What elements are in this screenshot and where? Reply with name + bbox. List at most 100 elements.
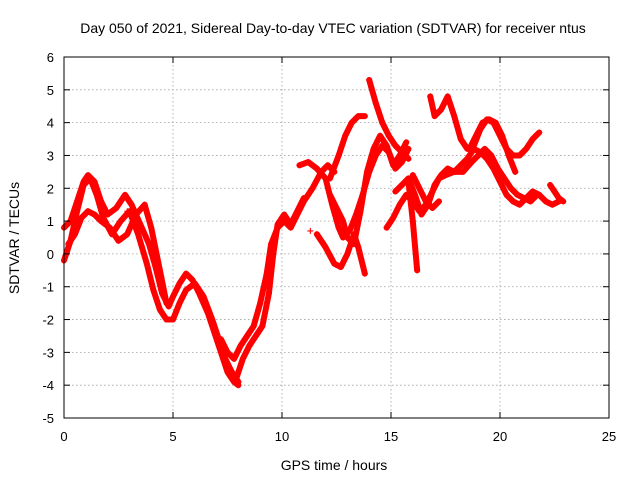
- data-point: [523, 195, 530, 202]
- series-arc-9: [326, 113, 368, 182]
- data-point: [361, 113, 368, 120]
- data-point: [335, 224, 342, 231]
- series-arc-10: [366, 76, 412, 162]
- data-point: [150, 287, 157, 294]
- data-point: [344, 250, 351, 257]
- series-arc-17: [547, 181, 567, 205]
- data-point: [335, 152, 342, 159]
- data-point: [385, 132, 392, 139]
- data-point: [549, 201, 556, 208]
- y-tick-label: 3: [47, 148, 54, 163]
- data-point: [529, 188, 536, 195]
- data-point: [74, 208, 81, 215]
- y-tick-label: -4: [42, 378, 54, 393]
- x-axis-label: GPS time / hours: [281, 457, 388, 473]
- series-arc-3: [65, 201, 170, 307]
- data-point: [324, 162, 331, 169]
- data-point: [492, 119, 499, 126]
- data-point: [91, 211, 98, 218]
- data-point: [344, 234, 351, 241]
- data-point: [237, 342, 244, 349]
- series-arc-2: [61, 175, 242, 385]
- data-series: [61, 76, 567, 389]
- data-point: [222, 355, 229, 362]
- data-point: [366, 76, 373, 83]
- data-point: [383, 224, 390, 231]
- data-point: [132, 211, 139, 218]
- series-arc-8: [313, 231, 368, 277]
- data-point: [357, 208, 364, 215]
- data-point: [435, 198, 442, 205]
- data-point: [398, 159, 405, 166]
- series-line: [326, 113, 368, 182]
- data-point: [527, 198, 534, 205]
- series-line: [313, 231, 368, 277]
- data-point: [536, 129, 543, 136]
- data-point: [348, 119, 355, 126]
- data-point: [355, 113, 362, 120]
- data-point: [115, 237, 122, 244]
- data-point: [536, 191, 543, 198]
- series-arc-15: [409, 172, 442, 211]
- data-point: [141, 201, 148, 208]
- data-point: [523, 145, 530, 152]
- data-point: [183, 287, 190, 294]
- data-point: [431, 181, 438, 188]
- data-point: [488, 152, 495, 159]
- y-tick-label: 2: [47, 181, 54, 196]
- data-point: [505, 152, 512, 159]
- series-line: [547, 181, 567, 205]
- data-point: [326, 191, 333, 198]
- data-point: [333, 204, 340, 211]
- data-point: [274, 224, 281, 231]
- data-point: [191, 280, 198, 287]
- data-point: [459, 168, 466, 175]
- data-point: [143, 260, 150, 267]
- series-arc-5: [217, 162, 338, 362]
- data-point: [148, 224, 155, 231]
- data-point: [287, 224, 294, 231]
- data-point: [300, 198, 307, 205]
- data-point: [124, 231, 131, 238]
- y-tick-label: 4: [47, 116, 54, 131]
- data-point: [246, 342, 253, 349]
- data-point: [516, 201, 523, 208]
- data-point: [244, 332, 251, 339]
- data-point: [510, 198, 517, 205]
- data-point: [117, 218, 124, 225]
- data-point: [405, 178, 412, 185]
- data-point: [239, 355, 246, 362]
- x-tick-label: 25: [602, 429, 616, 444]
- data-point: [390, 162, 397, 169]
- y-tick-label: -1: [42, 280, 54, 295]
- data-point: [464, 155, 471, 162]
- data-point: [87, 175, 94, 182]
- data-point: [473, 132, 480, 139]
- data-point: [233, 375, 240, 382]
- data-point: [170, 293, 176, 300]
- data-point: [414, 267, 421, 274]
- series-line: [217, 162, 338, 362]
- data-point: [457, 162, 464, 169]
- data-point: [340, 218, 347, 225]
- data-point: [337, 264, 344, 271]
- y-tick-label: -2: [42, 313, 54, 328]
- series-line: [466, 116, 519, 175]
- plot-frame: [63, 56, 610, 419]
- data-point: [176, 300, 183, 307]
- data-point: [170, 316, 176, 323]
- y-tick-label: -5: [42, 411, 54, 426]
- data-point: [403, 139, 410, 146]
- data-point: [405, 145, 412, 152]
- data-point: [398, 181, 405, 188]
- data-point: [296, 162, 303, 169]
- data-point: [98, 218, 105, 225]
- data-point: [71, 231, 78, 238]
- data-point: [364, 168, 371, 175]
- x-tick-label: 5: [169, 429, 176, 444]
- data-point: [263, 270, 270, 277]
- data-point: [466, 145, 473, 152]
- data-point: [451, 113, 458, 120]
- data-point: [409, 218, 416, 225]
- data-point: [383, 142, 390, 149]
